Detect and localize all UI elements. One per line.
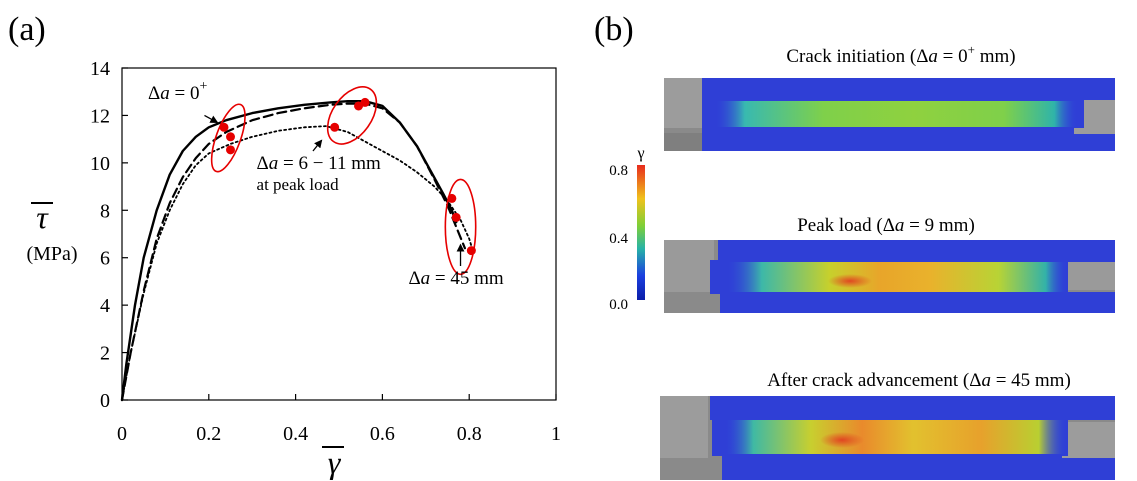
x-tick-label: 0.6 bbox=[370, 423, 395, 445]
x-tick-label: 0.4 bbox=[283, 423, 308, 445]
data-point bbox=[451, 212, 461, 222]
data-point bbox=[330, 122, 340, 132]
y-axis-unit: (MPa) bbox=[26, 243, 77, 265]
y-tick-label: 14 bbox=[90, 58, 110, 80]
highlight-ellipses bbox=[210, 86, 477, 276]
panel-b-label: (b) bbox=[594, 11, 634, 48]
annotation-label: Δa = 45 mm bbox=[408, 268, 503, 289]
y-tick-label: 6 bbox=[100, 248, 110, 270]
annotation-arrow bbox=[312, 139, 323, 152]
x-axis-ticks: 0 0.2 0.4 0.6 0.8 1 bbox=[117, 394, 561, 445]
data-points bbox=[219, 97, 476, 256]
highlight-ellipse bbox=[444, 178, 477, 276]
y-tick-label: 12 bbox=[90, 105, 110, 127]
colorbar-gradient bbox=[637, 165, 645, 300]
x-tick-label: 0.8 bbox=[457, 423, 482, 445]
chart-series bbox=[120, 99, 475, 402]
y-axis-ticks: 0 2 4 6 8 10 12 14 bbox=[90, 58, 128, 412]
dic-image-after-crack-advancement: After crack advancement (Δa = 45 mm) bbox=[660, 370, 1115, 480]
x-tick-label: 0 bbox=[117, 423, 127, 445]
series-line-solid bbox=[120, 99, 458, 402]
data-point bbox=[226, 132, 235, 142]
highlight-ellipse bbox=[326, 86, 378, 145]
x-tick-label: 0.2 bbox=[196, 423, 221, 445]
y-tick-label: 8 bbox=[100, 200, 110, 222]
y-tick-label: 0 bbox=[100, 390, 110, 412]
annotation-label: Δa = 0+ bbox=[148, 79, 207, 104]
annotation-label-line2: at peak load bbox=[257, 175, 340, 194]
image-caption: After crack advancement (Δa = 45 mm) bbox=[767, 370, 1071, 391]
y-tick-label: 2 bbox=[100, 343, 110, 365]
dic-image-crack-initiation: Crack initiation (Δa = 0+ mm) bbox=[664, 42, 1115, 151]
annotation-label: Δa = 6 − 11 mm bbox=[257, 153, 381, 174]
image-caption: Peak load (Δa = 9 mm) bbox=[797, 215, 975, 236]
chart-axes: 0 0.2 0.4 0.6 0.8 1 0 2 4 6 8 10 12 14 bbox=[90, 58, 561, 445]
series-line-dotted bbox=[121, 125, 475, 401]
x-tick-label: 1 bbox=[551, 423, 561, 445]
colorbar-tick-label: 0.4 bbox=[609, 231, 628, 247]
y-axis-label: τ (MPa) bbox=[26, 199, 77, 265]
data-point bbox=[466, 246, 476, 256]
x-axis-label: γ bbox=[322, 444, 344, 480]
data-point bbox=[219, 122, 229, 132]
y-axis-symbol: τ bbox=[36, 199, 49, 235]
plot-frame bbox=[121, 67, 557, 401]
annotation-arrow bbox=[204, 114, 219, 124]
image-caption: Crack initiation (Δa = 0+ mm) bbox=[786, 42, 1015, 67]
dic-image-peak-load: Peak load (Δa = 9 mm) bbox=[664, 215, 1115, 313]
y-tick-label: 10 bbox=[90, 153, 110, 175]
colorbar-tick-label: 0.8 bbox=[609, 163, 628, 179]
data-point bbox=[447, 193, 457, 203]
colorbar: γ 0.8 0.4 0.0 bbox=[609, 145, 645, 313]
colorbar-symbol: γ bbox=[636, 145, 644, 162]
x-axis-symbol: γ bbox=[328, 444, 342, 480]
colorbar-tick-label: 0.0 bbox=[609, 297, 628, 313]
series-line-dashed bbox=[120, 102, 466, 402]
highlight-ellipse bbox=[210, 103, 246, 173]
panel-a-label: (a) bbox=[8, 11, 46, 48]
data-point bbox=[226, 145, 235, 155]
data-point bbox=[360, 97, 370, 107]
y-tick-label: 4 bbox=[100, 295, 110, 317]
